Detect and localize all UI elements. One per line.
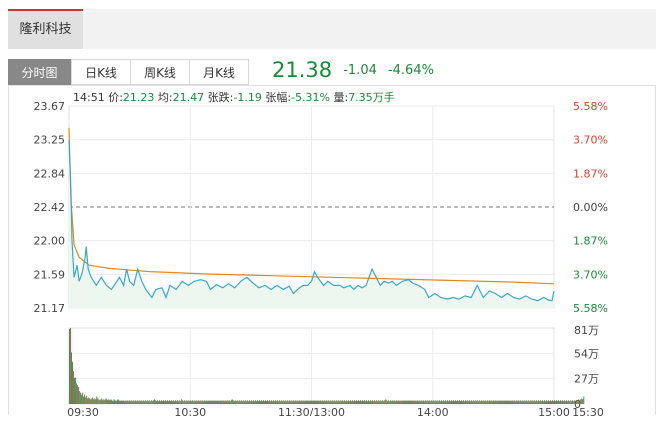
volume-axis-tick: 0 xyxy=(574,398,581,411)
volume-axis-tick: 54万 xyxy=(574,347,599,360)
header-bar: 隆利科技 xyxy=(8,9,656,49)
intraday-chart: 23.67 5.58% 23.25 3.70% 22.84 1.87% 22.42 0.00%… xyxy=(34,90,609,419)
info-pct: -5.31% xyxy=(291,91,333,104)
price-axis-tick: 22.42 xyxy=(34,201,66,214)
time-axis-tick: 10:30 xyxy=(174,406,206,416)
price-axis-tick: 23.25 xyxy=(34,134,66,147)
price-area xyxy=(69,139,554,308)
pct-axis-tick: 3.70% xyxy=(573,268,608,281)
info-volume: 7.35万手 xyxy=(348,90,395,104)
pct-axis-tick: 1.87% xyxy=(573,167,608,180)
current-price: 21.38 xyxy=(272,58,333,82)
price-axis-tick: 23.67 xyxy=(34,100,66,113)
info-price: 21.23 xyxy=(123,91,158,104)
tab-weekly-k[interactable]: 周K线 xyxy=(130,59,190,85)
tab-monthly-k[interactable]: 月K线 xyxy=(189,59,249,85)
info-time: 14:51 xyxy=(73,91,108,104)
time-axis-tick: 15:30 xyxy=(572,406,604,416)
price-axis-tick: 22.84 xyxy=(34,167,66,180)
pct-axis-tick: 5.58% xyxy=(573,302,608,315)
price-change: -1.04 xyxy=(343,62,377,78)
pct-axis-tick: 5.58% xyxy=(573,100,608,113)
avg-price-line xyxy=(68,127,555,285)
price-axis-tick: 21.17 xyxy=(34,302,66,315)
info-change: -1.19 xyxy=(233,91,265,104)
pct-axis-tick: 1.87% xyxy=(573,235,608,248)
pct-axis-tick: 3.70% xyxy=(573,134,608,147)
tab-intraday[interactable]: 分时图 xyxy=(8,59,71,85)
quote-summary: 21.38 -1.04 -4.64% xyxy=(272,58,434,82)
tab-daily-k[interactable]: 日K线 xyxy=(71,59,131,85)
time-axis-tick: 09:30 xyxy=(67,406,99,416)
price-change-pct: -4.64% xyxy=(387,62,434,78)
time-axis-tick: 15:00 xyxy=(538,406,570,416)
pct-axis-tick: 0.00% xyxy=(573,201,608,214)
info-line: 14:51 价:21.23 均:21.47 张跌:-1.19 张幅:-5.31%… xyxy=(73,90,395,104)
info-change-label: 张跌: xyxy=(208,90,234,104)
time-axis-tick: 11:30/13:00 xyxy=(278,406,345,416)
info-avg-label: 均: xyxy=(158,91,173,104)
volume-axis-tick: 81万 xyxy=(574,324,599,337)
chart-panel: 23.67 5.58% 23.25 3.70% 22.84 1.87% 22.42 0.00%… xyxy=(8,85,656,419)
volume-axis-tick: 27万 xyxy=(574,373,599,386)
info-avg: 21.47 xyxy=(173,91,208,104)
price-axis-tick: 22.00 xyxy=(34,235,66,248)
price-line xyxy=(68,139,555,302)
time-axis-tick: 14:00 xyxy=(417,406,449,416)
info-pct-label: 张幅: xyxy=(265,91,291,104)
price-axis-tick: 21.59 xyxy=(34,268,66,281)
info-price-label: 价: xyxy=(108,91,123,104)
info-volume-label: 量: xyxy=(333,91,348,104)
stock-name-tab[interactable]: 隆利科技 xyxy=(8,9,83,49)
